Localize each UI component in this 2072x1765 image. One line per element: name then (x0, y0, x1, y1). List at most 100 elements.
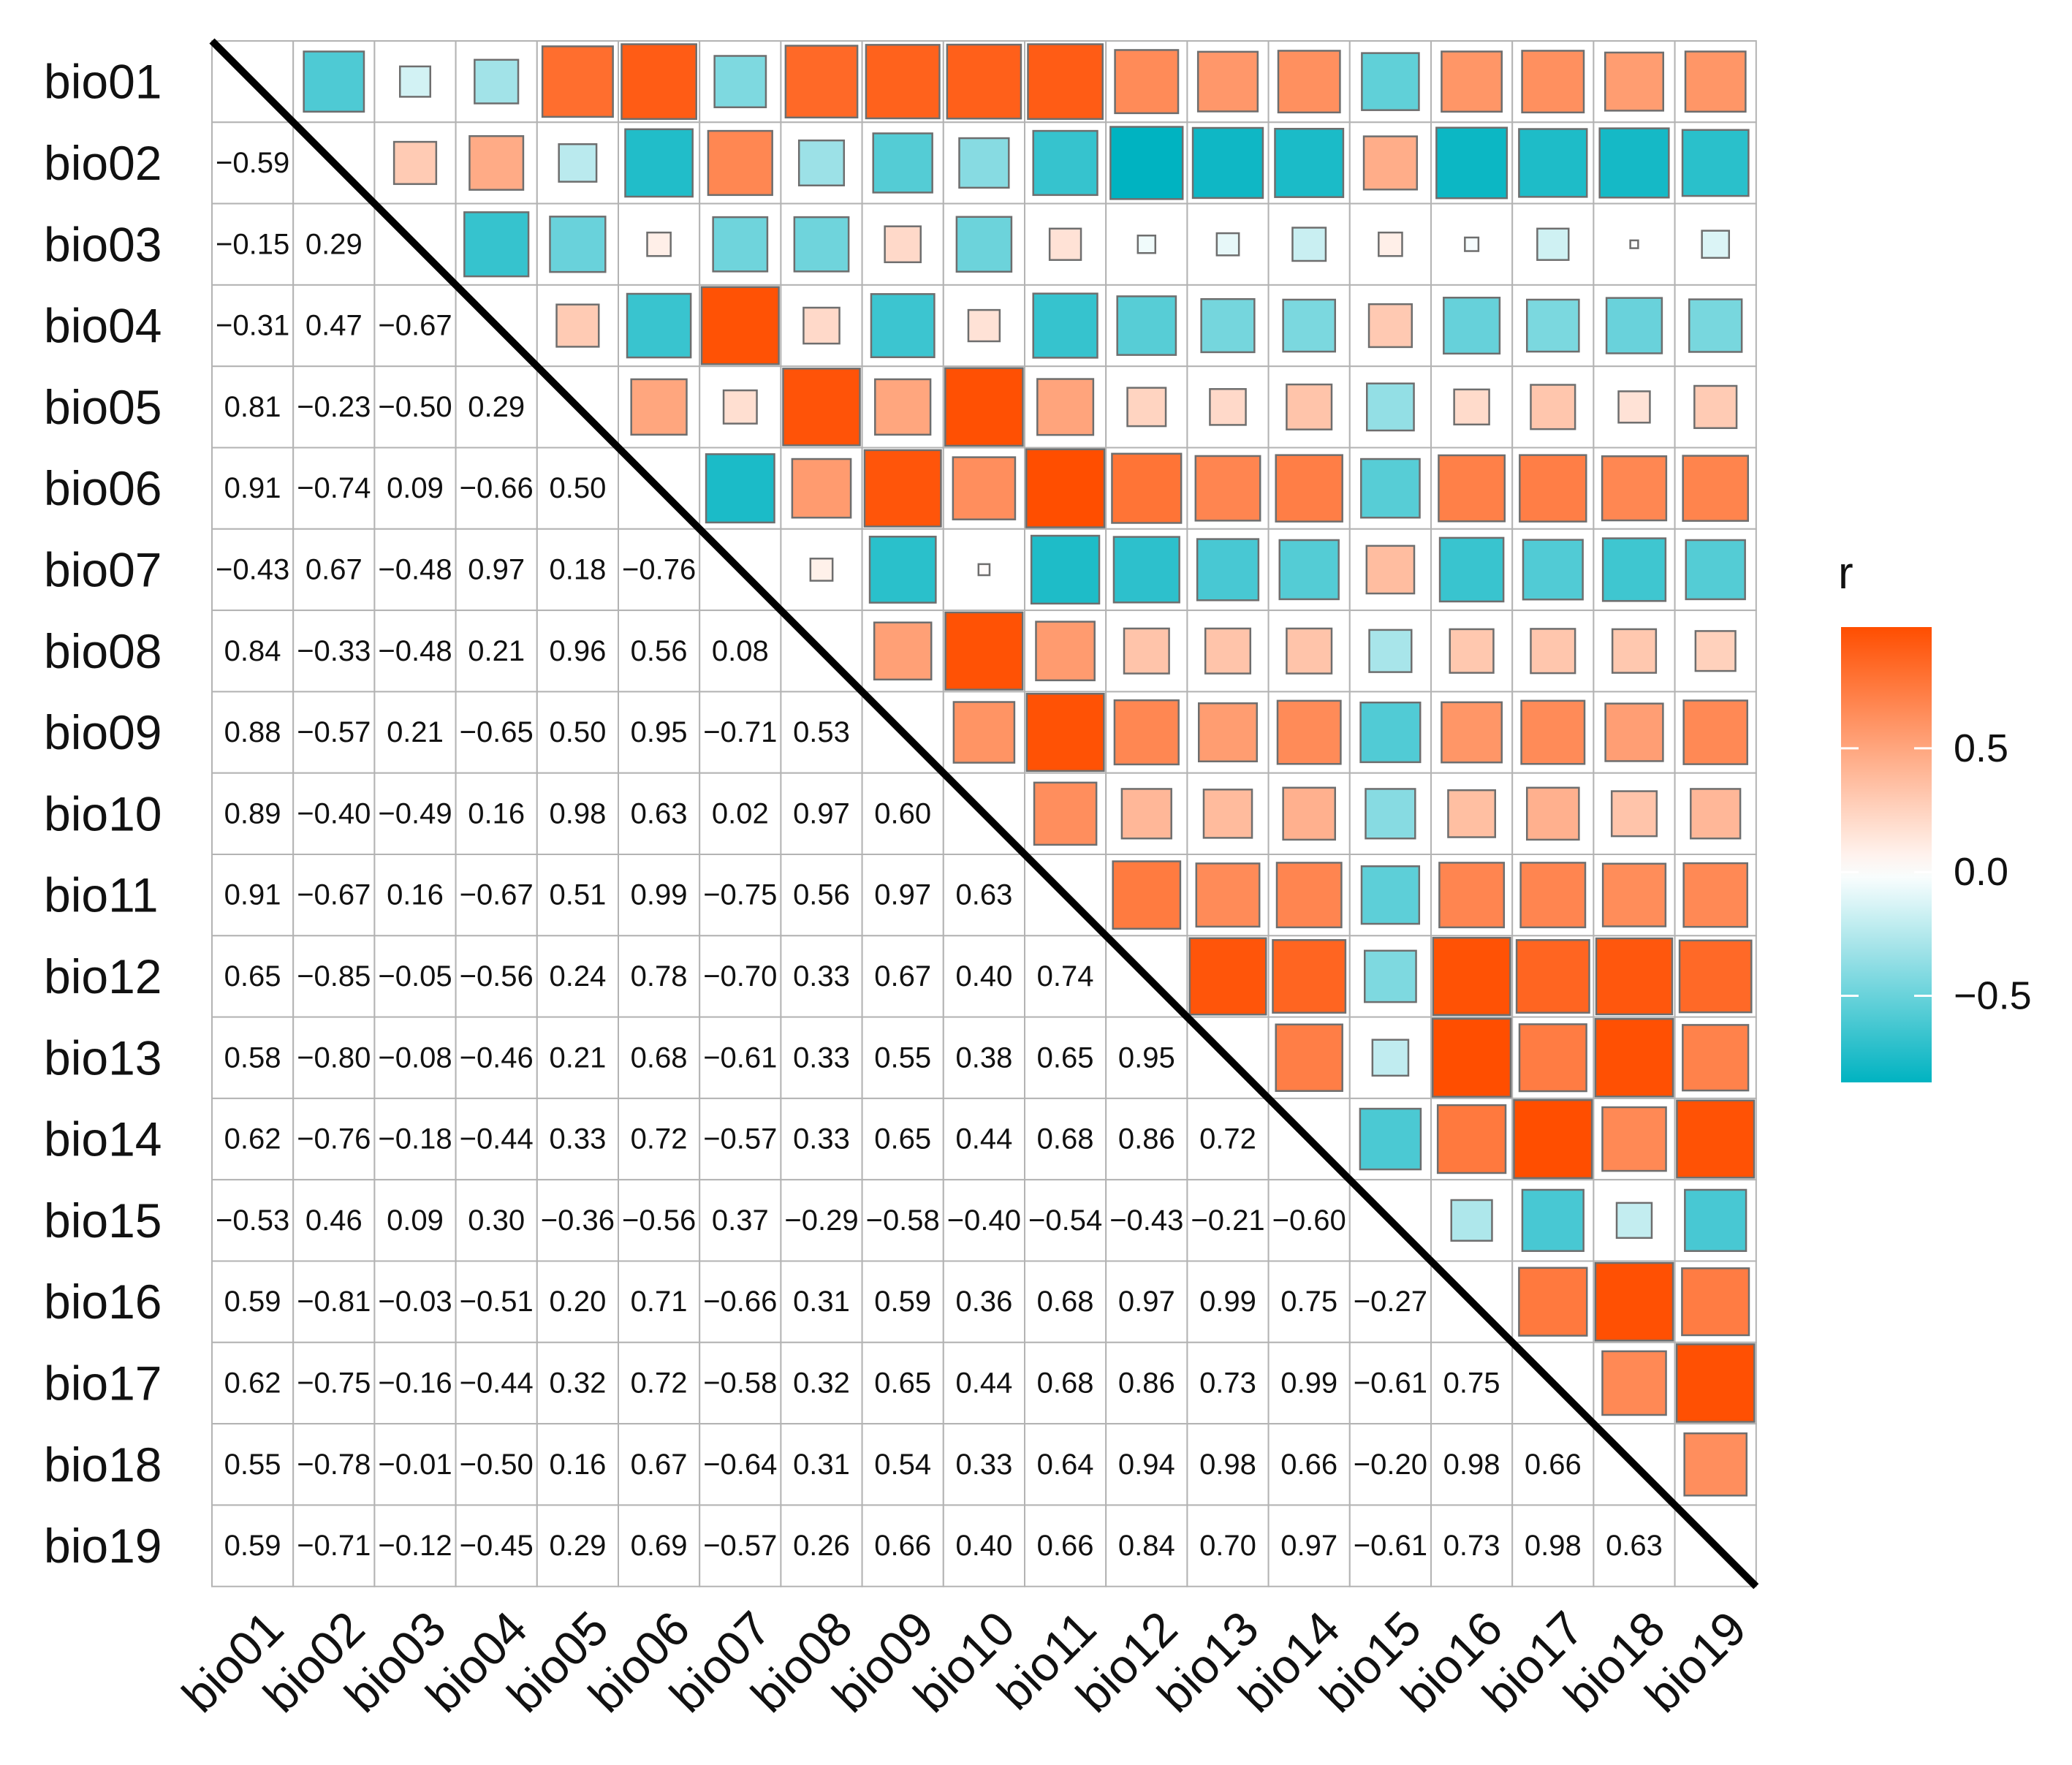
corr-value-bio08-bio05: 0.96 (549, 635, 606, 667)
corr-value-bio10-bio01: 0.89 (224, 797, 281, 830)
corr-square-bio06-bio19 (1682, 455, 1749, 522)
corr-square-bio04-bio07 (700, 286, 780, 365)
grid-cell-bio13-bio02 (292, 1016, 376, 1099)
corr-square-bio17-bio19 (1675, 1343, 1756, 1423)
grid-cell-bio12-bio08 (780, 935, 863, 1018)
grid-cell-bio16-bio15 (1348, 1260, 1432, 1343)
corr-square-bio08-bio16 (1449, 628, 1495, 674)
corr-value-bio07-bio04: 0.97 (468, 553, 525, 585)
grid-cell-bio12-bio09 (861, 935, 944, 1018)
corr-value-bio10-bio09: 0.60 (874, 797, 931, 830)
corr-value-bio18-bio04: −0.50 (460, 1449, 534, 1481)
corr-square-bio10-bio11 (1033, 781, 1098, 846)
corr-value-bio17-bio02: −0.75 (297, 1367, 371, 1399)
grid-cell-bio10-bio04 (455, 772, 538, 855)
corr-square-bio15-bio17 (1521, 1188, 1585, 1252)
row-label-bio06: bio06 (44, 461, 162, 515)
corr-square-bio17-bio18 (1601, 1350, 1667, 1416)
corr-square-bio10-bio18 (1610, 790, 1658, 838)
grid-cell-bio08-bio05 (536, 610, 619, 693)
grid-cell-bio17-bio16 (1430, 1341, 1514, 1425)
corr-square-bio03-bio09 (884, 225, 922, 264)
corr-square-bio04-bio14 (1282, 298, 1337, 353)
corr-square-bio06-bio15 (1360, 458, 1421, 519)
grid-cell-bio08-bio18 (1593, 610, 1676, 693)
corr-value-bio11-bio03: 0.16 (387, 879, 444, 911)
corr-square-bio10-bio15 (1365, 788, 1416, 840)
grid-cell-bio17-bio13 (1186, 1341, 1270, 1425)
corr-square-bio04-bio12 (1116, 295, 1177, 356)
grid-cell-bio14-bio05 (536, 1097, 619, 1181)
corr-value-bio13-bio10: 0.38 (955, 1041, 1012, 1074)
corr-value-bio13-bio06: 0.68 (631, 1041, 688, 1074)
corr-value-bio13-bio01: 0.58 (224, 1041, 281, 1074)
grid-cell-bio06-bio04 (455, 447, 538, 530)
grid-cell-bio15-bio06 (618, 1179, 701, 1262)
corr-square-bio10-bio17 (1525, 786, 1580, 841)
grid-cell-bio06-bio01 (211, 447, 295, 530)
corr-value-bio07-bio03: −0.48 (378, 553, 452, 585)
corr-square-bio02-bio07 (707, 129, 773, 197)
corr-value-bio17-bio15: −0.61 (1354, 1367, 1427, 1399)
corr-value-bio16-bio11: 0.68 (1037, 1286, 1094, 1318)
grid-cell-bio07-bio01 (211, 528, 295, 612)
grid-cell-bio11-bio09 (861, 854, 944, 937)
corr-square-bio05-bio08 (782, 368, 861, 447)
corr-value-bio15-bio08: −0.29 (784, 1204, 858, 1237)
legend-title: r (1838, 548, 1853, 599)
corr-value-bio16-bio08: 0.31 (793, 1286, 850, 1318)
grid-cell-bio17-bio12 (1105, 1341, 1188, 1425)
corr-value-bio09-bio02: −0.57 (297, 716, 371, 748)
corr-value-bio18-bio09: 0.54 (874, 1449, 931, 1481)
row-label-bio16: bio16 (44, 1275, 162, 1329)
corr-value-bio15-bio03: 0.09 (387, 1204, 444, 1237)
corr-value-bio17-bio10: 0.44 (955, 1367, 1012, 1399)
corr-square-bio01-bio18 (1604, 51, 1665, 112)
corr-value-bio15-bio05: −0.36 (541, 1204, 615, 1237)
corr-square-bio02-bio19 (1681, 129, 1750, 197)
row-label-bio13: bio13 (44, 1030, 162, 1085)
corr-value-bio07-bio06: −0.76 (622, 553, 696, 585)
grid-cell-bio19-bio01 (211, 1504, 295, 1587)
corr-value-bio10-bio08: 0.97 (793, 797, 850, 830)
grid-cell-bio16-bio13 (1186, 1260, 1270, 1343)
corr-square-bio15-bio19 (1684, 1188, 1747, 1252)
corr-square-bio09-bio18 (1604, 702, 1664, 762)
corr-square-bio13-bio18 (1594, 1017, 1674, 1098)
grid-cell-bio11-bio03 (373, 854, 457, 937)
corr-value-bio17-bio16: 0.75 (1443, 1367, 1500, 1399)
grid-cell-bio19-bio06 (618, 1504, 701, 1587)
corr-value-bio09-bio05: 0.50 (549, 716, 606, 748)
row-label-bio04: bio04 (44, 299, 162, 353)
corr-square-bio09-bio13 (1197, 702, 1259, 763)
corr-value-bio09-bio06: 0.95 (631, 716, 688, 748)
corr-value-bio13-bio11: 0.65 (1037, 1041, 1094, 1074)
corr-value-bio10-bio07: 0.02 (712, 797, 769, 830)
corr-value-bio10-bio02: −0.40 (297, 797, 371, 830)
corr-value-bio17-bio05: 0.32 (549, 1367, 606, 1399)
corr-value-bio14-bio05: 0.33 (549, 1123, 606, 1155)
corr-square-bio10-bio12 (1120, 788, 1172, 840)
corr-square-bio08-bio17 (1530, 628, 1576, 675)
grid-cell-bio19-bio08 (780, 1504, 863, 1587)
corr-value-bio17-bio06: 0.72 (631, 1367, 688, 1399)
corr-value-bio16-bio14: 0.75 (1280, 1286, 1337, 1318)
corr-value-bio04-bio03: −0.67 (378, 310, 452, 342)
corr-value-bio19-bio04: −0.45 (460, 1530, 534, 1562)
corr-square-bio04-bio15 (1367, 303, 1413, 349)
corr-value-bio15-bio02: 0.46 (306, 1204, 363, 1237)
corr-value-bio17-bio12: 0.86 (1118, 1367, 1175, 1399)
corr-square-bio07-bio11 (1030, 534, 1101, 605)
corr-square-bio05-bio16 (1453, 388, 1490, 426)
corr-value-bio04-bio02: 0.47 (306, 310, 363, 342)
grid-cell-bio12-bio07 (699, 935, 782, 1018)
grid-cell-bio08-bio01 (211, 610, 295, 693)
corr-square-bio18-bio19 (1683, 1432, 1747, 1497)
corr-value-bio13-bio12: 0.95 (1118, 1041, 1175, 1074)
grid-cell-bio05-bio02 (292, 365, 376, 449)
grid-cell-bio17-bio10 (942, 1341, 1026, 1425)
corr-square-bio09-bio17 (1520, 699, 1586, 765)
grid-cell-bio12-bio05 (536, 935, 619, 1018)
corr-value-bio16-bio06: 0.71 (631, 1286, 688, 1318)
corr-square-bio02-bio16 (1435, 126, 1509, 200)
